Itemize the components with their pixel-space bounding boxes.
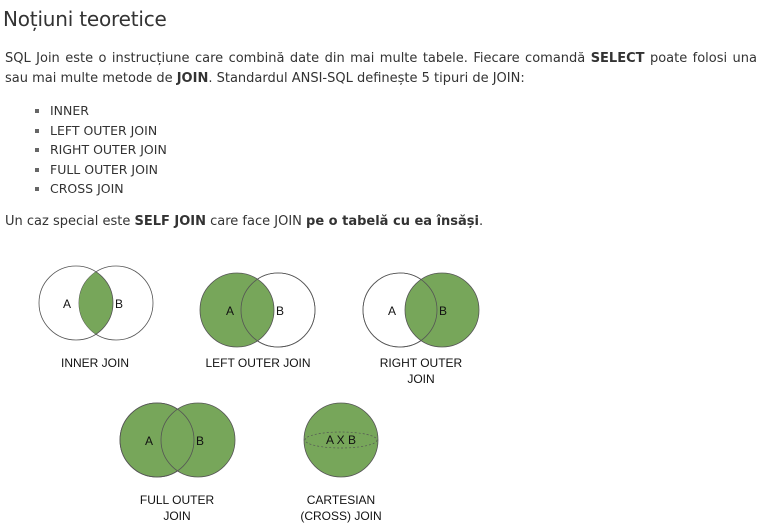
- inner-label-a: A: [63, 297, 71, 311]
- left-outer-join-diagram: A B LEFT OUTER JOIN: [199, 272, 316, 370]
- intro-paragraph: SQL Join este o instrucțiune care combin…: [5, 49, 757, 89]
- join-type-label: LEFT OUTER JOIN: [50, 122, 158, 138]
- intro-text-3: . Standardul ANSI-SQL definește 5 tipuri…: [208, 71, 525, 86]
- special-text-2: care face JOIN: [206, 214, 307, 229]
- right-label-a: A: [388, 304, 396, 318]
- inner-label-b: B: [115, 297, 123, 311]
- join-type-label: RIGHT OUTER JOIN: [50, 142, 167, 157]
- left-set-b-outline: [240, 272, 316, 348]
- left-label-a: A: [226, 304, 234, 318]
- self-join-paragraph: Un caz special este SELF JOIN care face …: [5, 212, 757, 232]
- intro-text-2: poate folosi una sau mai multe metode de: [5, 51, 757, 86]
- left-set-a-circle: [199, 272, 275, 348]
- cross-join-caption-line1: CARTESIAN: [307, 493, 375, 507]
- join-type-label: CROSS JOIN: [50, 181, 124, 196]
- bullet-icon: [35, 148, 39, 152]
- cross-join-diagram: A X B CARTESIAN (CROSS) JOIN: [300, 402, 382, 523]
- join-type-label: INNER: [50, 103, 89, 118]
- full-outer-join-caption-line1: FULL OUTER: [140, 493, 215, 507]
- full-label-b: B: [196, 434, 204, 448]
- join-type-item: LEFT OUTER JOIN: [30, 121, 167, 141]
- special-text-3: .: [479, 214, 484, 229]
- left-label-b: B: [276, 304, 284, 318]
- join-type-item: RIGHT OUTER JOIN: [30, 140, 167, 160]
- bullet-icon: [35, 187, 39, 191]
- full-outer-join-caption-line2: JOIN: [163, 509, 190, 523]
- cross-dashed-ellipse: [304, 431, 378, 449]
- right-outer-join-caption-line1: RIGHT OUTER: [380, 356, 463, 370]
- intro-bold-join: JOIN: [176, 71, 209, 86]
- bullet-icon: [35, 109, 39, 113]
- right-outer-join-diagram: A B RIGHT OUTER JOIN: [362, 272, 480, 386]
- full-outer-join-diagram: A B FULL OUTER JOIN: [119, 402, 236, 523]
- right-set-b-circle: [404, 272, 480, 348]
- full-set-a-outline: [119, 402, 195, 478]
- cross-label: A X B: [326, 433, 356, 447]
- join-type-item: CROSS JOIN: [30, 179, 167, 199]
- right-outer-join-caption-line2: JOIN: [407, 372, 434, 386]
- join-type-item: INNER: [30, 101, 167, 121]
- cross-product-circle: [303, 402, 379, 478]
- right-label-b: B: [439, 304, 447, 318]
- special-text-1: Un caz special este: [5, 214, 135, 229]
- join-type-item: FULL OUTER JOIN: [30, 160, 167, 180]
- join-type-label: FULL OUTER JOIN: [50, 161, 158, 177]
- full-set-b-circle: [160, 402, 236, 478]
- join-types-list: INNER LEFT OUTER JOIN RIGHT OUTER JOIN FULL…: [30, 101, 167, 199]
- intro-bold-select: SELECT: [590, 51, 645, 66]
- intro-text-1: SQL Join este o instrucțiune care combin…: [5, 51, 591, 66]
- special-bold-self-join: SELF JOIN: [134, 214, 206, 229]
- bullet-icon: [35, 167, 39, 172]
- right-set-a-outline: [362, 272, 438, 348]
- full-label-a: A: [145, 434, 153, 448]
- bullet-icon: [35, 128, 39, 133]
- cross-join-caption-line2: (CROSS) JOIN: [300, 509, 381, 523]
- inner-join-diagram: A B INNER JOIN: [38, 265, 154, 370]
- special-bold-phrase: pe o tabelă cu ea însăși: [306, 214, 480, 229]
- page-title: Noțiuni teoretice: [3, 7, 167, 31]
- left-outer-join-caption: LEFT OUTER JOIN: [205, 356, 310, 370]
- inner-intersection: [79, 266, 114, 340]
- inner-join-caption: INNER JOIN: [61, 356, 129, 370]
